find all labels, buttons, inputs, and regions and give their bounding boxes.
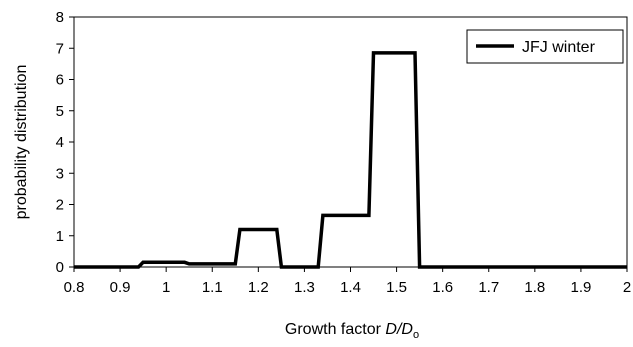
x-axis-label-prefix: Growth factor bbox=[285, 321, 385, 338]
y-tick-label: 2 bbox=[56, 197, 64, 214]
y-tick-label: 1 bbox=[56, 228, 64, 245]
x-tick-label: 1.1 bbox=[202, 279, 223, 296]
x-tick-label: 1.9 bbox=[570, 279, 591, 296]
x-axis-label: Growth factor D/Do bbox=[285, 321, 419, 341]
x-tick-label: 2 bbox=[623, 279, 631, 296]
y-tick-label: 6 bbox=[56, 72, 64, 89]
x-tick-label: 0.9 bbox=[110, 279, 131, 296]
series-line-jfj-winter bbox=[74, 51, 627, 269]
series-layer bbox=[74, 51, 627, 269]
x-tick-label: 1.5 bbox=[386, 279, 407, 296]
x-axis-label-italic: D/D bbox=[385, 321, 413, 338]
y-axis-label: probability distribution bbox=[13, 65, 30, 220]
x-tick-label: 1.2 bbox=[248, 279, 269, 296]
legend: JFJ winter bbox=[466, 29, 624, 64]
x-tick-label: 1.7 bbox=[478, 279, 499, 296]
x-tick-label: 1 bbox=[162, 279, 170, 296]
x-axis-label-subscript: o bbox=[413, 329, 419, 341]
y-tick-label: 5 bbox=[56, 103, 64, 120]
x-tick-label: 1.6 bbox=[432, 279, 453, 296]
y-tick-label: 7 bbox=[56, 40, 64, 57]
legend-label: JFJ winter bbox=[522, 39, 596, 56]
x-tick-label: 1.3 bbox=[294, 279, 315, 296]
x-tick-label: 1.8 bbox=[524, 279, 545, 296]
x-axis: 0.8 0.9 1 1.1 1.2 1.3 1.4 1.5 1.6 1.7 1.8 1.9 2 bbox=[64, 267, 631, 296]
y-axis: 0 1 2 3 4 5 6 7 8 bbox=[56, 9, 74, 276]
y-tick-label: 8 bbox=[56, 9, 64, 26]
y-tick-label: 0 bbox=[56, 259, 64, 276]
y-tick-label: 4 bbox=[56, 134, 64, 151]
x-tick-label: 0.8 bbox=[64, 279, 85, 296]
y-tick-label: 3 bbox=[56, 165, 64, 182]
x-tick-label: 1.4 bbox=[340, 279, 361, 296]
